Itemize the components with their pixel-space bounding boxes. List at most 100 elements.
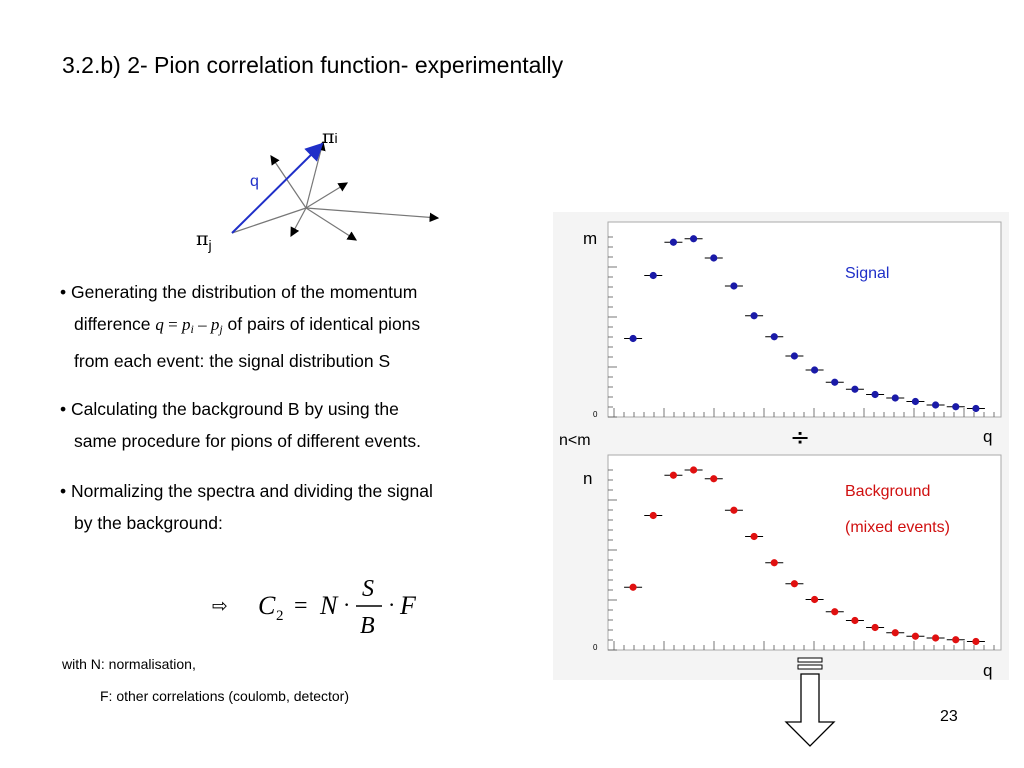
formula-dot: · bbox=[343, 592, 350, 617]
formula-N: N bbox=[319, 591, 339, 620]
background-point bbox=[891, 629, 899, 637]
signal-point bbox=[891, 394, 899, 402]
note-other-correlations: F: other correlations (coulomb, detector… bbox=[100, 688, 349, 704]
background-point bbox=[931, 634, 940, 642]
signal-point bbox=[790, 352, 799, 360]
signal-y-label: m bbox=[583, 229, 597, 248]
q-vector-label: q bbox=[250, 173, 259, 190]
equation-equals: = bbox=[163, 315, 182, 334]
track-line bbox=[305, 182, 349, 209]
formula-equals: = bbox=[294, 593, 308, 619]
implies-arrow: ⇨ bbox=[212, 595, 228, 617]
background-y-label: n bbox=[583, 469, 592, 488]
pi-symbol: π bbox=[196, 228, 209, 250]
background-legend-line2: (mixed events) bbox=[845, 519, 950, 536]
track-line bbox=[305, 207, 358, 241]
bullet-text-line2: difference q = pi – pj of pairs of ident… bbox=[60, 308, 420, 345]
signal-point bbox=[649, 271, 657, 280]
slide-title: 3.2.b) 2- Pion correlation function- exp… bbox=[62, 52, 564, 78]
correlation-formula: ⇨ C 2 = N · S B · F bbox=[212, 576, 417, 639]
pion-i-label: πi bbox=[322, 126, 338, 148]
equation-p: p bbox=[182, 315, 191, 334]
equation-subscript-j: j bbox=[219, 322, 223, 336]
bullet-text: of pairs of identical pions bbox=[222, 314, 421, 334]
background-point bbox=[649, 511, 657, 520]
pion-i-subscript: i bbox=[334, 130, 338, 146]
bullet-text-line2: by the background: bbox=[74, 513, 223, 533]
divide-symbol: ÷ bbox=[790, 423, 810, 451]
formula-S: S bbox=[362, 576, 374, 602]
background-point bbox=[710, 475, 718, 483]
signal-point bbox=[911, 397, 920, 406]
background-points bbox=[624, 466, 985, 646]
background-point bbox=[669, 471, 678, 479]
background-zero-tick: 0 bbox=[593, 643, 598, 652]
background-point bbox=[851, 616, 859, 625]
track-line bbox=[231, 207, 307, 234]
signal-plot-frame bbox=[607, 221, 1002, 418]
background-point bbox=[911, 632, 920, 640]
page-number: 23 bbox=[940, 708, 958, 725]
equals-down-arrow-icon bbox=[784, 657, 836, 747]
signal-axis-ticks bbox=[608, 236, 995, 418]
bullet-text-line3: from each event: the signal distribution… bbox=[74, 351, 391, 371]
signal-point bbox=[730, 282, 738, 290]
background-point bbox=[831, 608, 839, 616]
pi-symbol: π bbox=[322, 126, 335, 148]
signal-point bbox=[750, 312, 758, 320]
signal-x-label: q bbox=[983, 427, 992, 446]
note-normalisation: with N: normalisation, bbox=[62, 656, 196, 672]
signal-point bbox=[871, 390, 879, 399]
background-plot-frame bbox=[607, 454, 1002, 651]
background-point bbox=[730, 506, 738, 514]
bullet-text: • Generating the distribution of the mom… bbox=[60, 282, 418, 302]
formula-B: B bbox=[360, 613, 375, 639]
signal-point bbox=[629, 334, 637, 343]
pion-j-subscript: j bbox=[208, 237, 212, 253]
formula-F: F bbox=[399, 591, 417, 620]
bullet-normalizing: • Normalizing the spectra and dividing t… bbox=[60, 475, 433, 539]
signal-point bbox=[689, 235, 698, 243]
signal-point bbox=[710, 254, 718, 262]
background-point bbox=[750, 532, 758, 541]
equation-p: p bbox=[210, 315, 220, 334]
background-point bbox=[629, 583, 637, 591]
formula-dot: · bbox=[388, 592, 395, 617]
signal-point bbox=[770, 333, 778, 341]
pion-momentum-diagram bbox=[231, 140, 440, 241]
bullet-text: difference bbox=[74, 314, 156, 334]
bullet-text: • Normalizing the spectra and dividing t… bbox=[60, 481, 433, 501]
background-x-label: q bbox=[983, 661, 992, 680]
n-less-m-label: n<m bbox=[559, 432, 591, 449]
background-axis-ticks bbox=[608, 469, 995, 651]
background-legend-line1: Background bbox=[845, 483, 930, 500]
bullet-text: • Calculating the background B by using … bbox=[60, 399, 399, 419]
signal-point bbox=[831, 378, 839, 386]
signal-point bbox=[669, 238, 678, 246]
bullet-text-line2: same procedure for pions of different ev… bbox=[74, 431, 421, 451]
signal-point bbox=[972, 404, 980, 413]
signal-point bbox=[851, 385, 859, 393]
signal-point bbox=[810, 366, 819, 374]
track-line bbox=[290, 207, 307, 238]
signal-background-plots: m 0 Signal n<m ÷ q n 0 Background (mixed… bbox=[553, 212, 1009, 680]
background-point bbox=[689, 466, 698, 474]
pion-j-label: πj bbox=[196, 228, 212, 253]
background-point bbox=[871, 623, 879, 632]
background-point bbox=[972, 637, 980, 646]
equation-subscript-i: i bbox=[190, 322, 194, 336]
signal-legend: Signal bbox=[845, 265, 889, 282]
equation-minus: – bbox=[193, 315, 211, 334]
formula-C: C bbox=[258, 591, 276, 620]
equation-q: q bbox=[155, 315, 164, 334]
q-vector bbox=[231, 142, 324, 234]
track-line bbox=[270, 155, 307, 209]
signal-zero-tick: 0 bbox=[593, 410, 598, 419]
signal-points bbox=[624, 235, 985, 413]
background-point bbox=[810, 595, 819, 604]
signal-point bbox=[931, 401, 940, 409]
background-point bbox=[770, 559, 778, 567]
track-line bbox=[305, 207, 440, 223]
formula-subscript-2: 2 bbox=[276, 608, 284, 624]
bullet-background: • Calculating the background B by using … bbox=[60, 393, 421, 457]
